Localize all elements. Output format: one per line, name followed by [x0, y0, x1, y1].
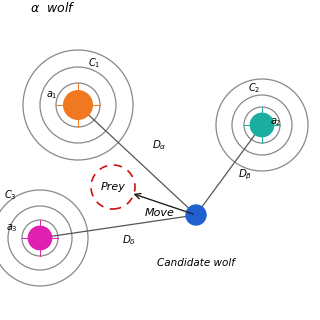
Text: $D_\delta$: $D_\delta$ [122, 233, 136, 247]
Text: Candidate wolf: Candidate wolf [157, 258, 235, 268]
Circle shape [64, 91, 92, 119]
Text: Prey: Prey [100, 182, 125, 192]
Text: $C_2$: $C_2$ [248, 81, 260, 95]
Text: $D_\alpha$: $D_\alpha$ [152, 138, 167, 152]
Text: $\alpha$  wolf: $\alpha$ wolf [30, 1, 76, 15]
Circle shape [186, 205, 206, 225]
Text: $a_1$: $a_1$ [46, 89, 58, 101]
Text: $C_1$: $C_1$ [88, 56, 100, 70]
Circle shape [250, 113, 274, 137]
Text: $D_\beta$: $D_\beta$ [238, 168, 252, 182]
Text: Move: Move [145, 208, 175, 218]
Text: $C_3$: $C_3$ [4, 188, 17, 202]
Text: $a_2$: $a_2$ [270, 116, 282, 128]
Circle shape [28, 226, 52, 250]
Text: $a_3$: $a_3$ [6, 222, 18, 234]
